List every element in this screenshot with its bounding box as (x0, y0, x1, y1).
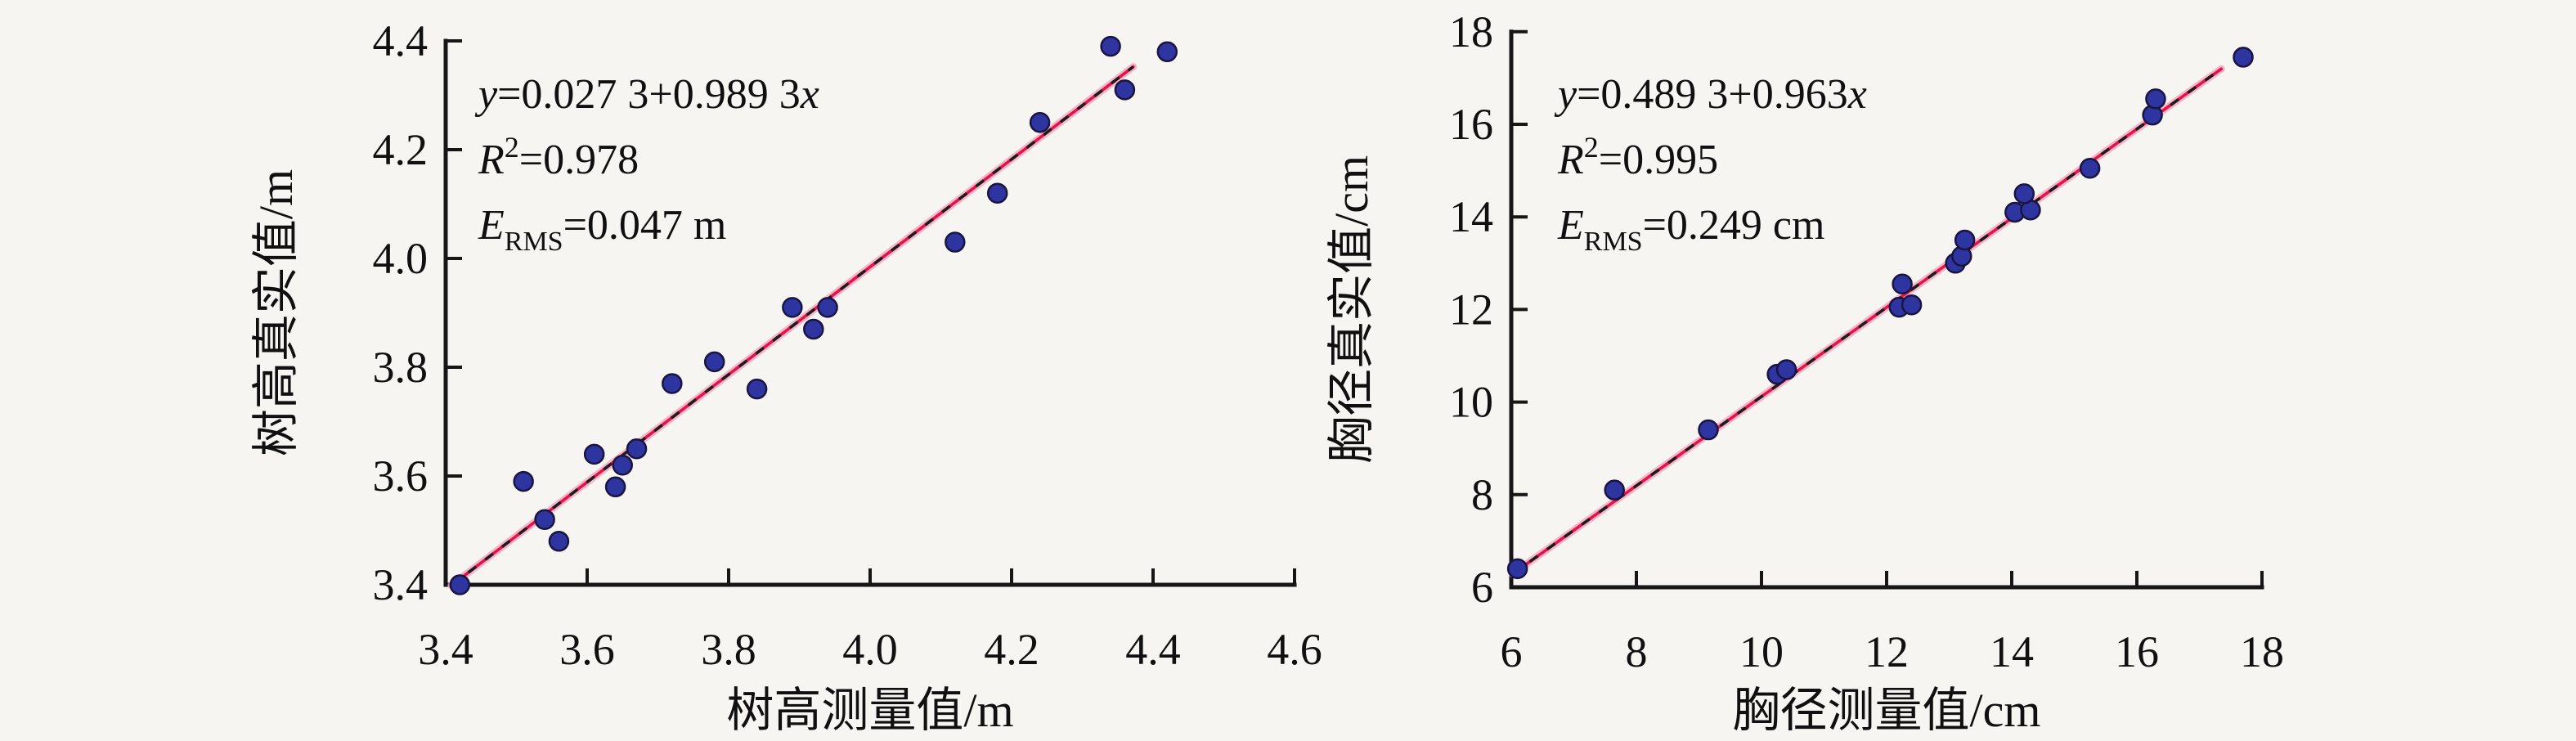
annotation-segment: 2 (1584, 131, 1599, 164)
scatter-point (1156, 41, 1178, 63)
y-tick-label: 14 (1449, 192, 1493, 241)
annotation-segment: R (1557, 137, 1584, 183)
scatter-point (2233, 47, 2254, 68)
scatter-point (2079, 158, 2101, 179)
scatter-point (1901, 294, 1923, 316)
scatter-point (662, 373, 683, 394)
r-squared-label: R2​=0.995 (1557, 131, 1718, 183)
scatter-point (703, 351, 725, 373)
annotation-segment: RMS (505, 227, 563, 257)
x-tick-label: 4.6 (1267, 625, 1322, 674)
scatter-point (583, 443, 605, 465)
scatter-point (513, 470, 534, 492)
y-axis-title: 树高真实值/m (249, 169, 303, 456)
y-tick-label: 6 (1471, 563, 1493, 612)
scatter-point (1775, 359, 1797, 380)
annotation-segment: y (474, 71, 498, 118)
one-to-one-dashed-line (1511, 67, 2223, 576)
scatter-point (746, 378, 768, 400)
scatter-point (612, 454, 633, 476)
one-to-one-dashed-line (450, 65, 1134, 587)
scatter-point (1100, 35, 1121, 57)
x-tick-label: 4.4 (1125, 625, 1181, 674)
annotation-segment: =0.978 (519, 137, 639, 183)
y-tick-label: 18 (1449, 7, 1493, 56)
y-tick-label: 4.4 (373, 16, 429, 65)
x-tick-label: 8 (1626, 627, 1648, 676)
scatter-point (803, 318, 824, 340)
annotation-segment: E (478, 202, 505, 249)
scatter-point (817, 297, 838, 318)
scatter-point (1114, 79, 1136, 101)
y-tick-label: 3.6 (373, 451, 429, 501)
annotation-segment: 2 (505, 131, 519, 164)
y-tick-label: 4.2 (373, 125, 429, 174)
annotation-segment: =0.027 3+0.989 3 (497, 71, 801, 118)
x-tick-label: 16 (2115, 627, 2159, 676)
x-axis-title: 胸径测量值/cm (1733, 684, 2041, 737)
x-tick-label: 6 (1501, 627, 1523, 676)
x-tick-label: 14 (1990, 627, 2034, 676)
y-tick-label: 8 (1471, 470, 1493, 519)
scatter-point (2013, 183, 2035, 204)
scatter-point (548, 531, 570, 552)
scatter-point (1506, 558, 1528, 580)
rms-error-label: ERMS​=0.047 m (478, 202, 726, 257)
x-tick-label: 12 (1865, 627, 1909, 676)
x-tick-label: 18 (2240, 627, 2284, 676)
scatter-point (1954, 229, 1976, 251)
y-tick-label: 16 (1449, 100, 1493, 149)
scatter-point (1029, 112, 1051, 133)
annotation-segment: E (1557, 202, 1584, 249)
scatter-point (449, 574, 471, 595)
x-axis-title: 树高测量值/m (726, 684, 1013, 737)
annotation-segment: y (1554, 71, 1577, 118)
scatter-point (626, 438, 648, 460)
scatter-point (986, 182, 1008, 204)
x-tick-label: 3.6 (559, 625, 615, 674)
y-axis-title: 胸径真实值/cm (1325, 155, 1378, 464)
rms-error-label: ERMS​=0.249 cm (1557, 202, 1824, 257)
scatter-point (1604, 479, 1625, 501)
tree-height-plot: 3.4 3.6 3.8 4.0 4.2 4.4 4.6 3.4 3.6 3.8 4.0 4.2 4.4 树… (249, 16, 1322, 737)
x-tick-label: 3.4 (418, 625, 473, 674)
annotation-segment: =0.489 3+0.963 (1577, 71, 1848, 118)
y-tick-label: 12 (1449, 285, 1493, 334)
scatter-point (534, 509, 555, 530)
scatter-point (945, 231, 966, 253)
equation-label: y=0.027 3+0.989 3x (474, 71, 819, 118)
x-tick-label: 3.8 (701, 625, 756, 674)
scatter-point (1892, 273, 1913, 295)
y-tick-label: 3.4 (373, 560, 429, 609)
scatter-point (2145, 88, 2166, 110)
x-tick-label: 4.0 (842, 625, 898, 674)
x-tick-label: 4.2 (984, 625, 1039, 674)
annotation-segment: =0.249 cm (1643, 202, 1825, 249)
annotation-segment: RMS (1584, 227, 1643, 257)
annotation-segment: x (1847, 71, 1867, 118)
scatter-point (1698, 419, 1719, 441)
x-tick-label: 10 (1739, 627, 1784, 676)
dbh-plot: 6 8 10 12 14 16 18 6 8 10 12 14 16 18 胸径测量值/cm 胸径真实值/cm… (1325, 7, 2284, 737)
y-tick-label: 10 (1449, 378, 1493, 427)
scatter-point (604, 476, 626, 498)
annotation-segment: x (800, 71, 819, 118)
annotation-segment: =0.047 m (563, 202, 727, 249)
annotation-segment: =0.995 (1599, 137, 1718, 183)
annotation-segment: R (478, 137, 505, 183)
scatter-point (782, 297, 803, 318)
y-tick-label: 3.8 (373, 343, 429, 392)
r-squared-label: R2​=0.978 (478, 131, 639, 183)
equation-label: y=0.489 3+0.963x (1554, 71, 1867, 118)
y-tick-label: 4.0 (373, 234, 429, 283)
